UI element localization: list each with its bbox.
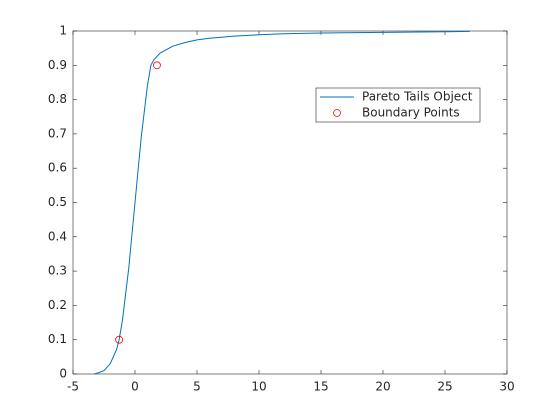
y-tick-label: 0.8	[48, 92, 67, 106]
y-tick-label: 0.6	[48, 161, 67, 175]
y-tick-label: 1	[59, 24, 67, 38]
x-tick-label: 10	[251, 380, 266, 394]
legend-swatch	[333, 109, 341, 117]
boundary-point	[153, 61, 161, 70]
legend-label: Pareto Tails Object	[362, 90, 473, 104]
x-tick-label: 25	[437, 380, 452, 394]
x-tick-label: 20	[375, 380, 390, 394]
y-tick-label: 0.3	[48, 264, 67, 278]
plot-area	[72, 30, 508, 375]
y-tick-label: 0.5	[48, 195, 67, 209]
y-tick-label: 0.9	[48, 58, 67, 72]
legend-box	[315, 87, 481, 123]
x-tick-label: -5	[67, 380, 79, 394]
legend-label: Boundary Points	[362, 106, 460, 120]
x-tick-label: 30	[499, 380, 514, 394]
boundary-point	[115, 335, 124, 344]
y-tick-label: 0.7	[48, 126, 67, 140]
y-tick-label: 0.1	[48, 332, 67, 346]
y-tick-label: 0	[59, 367, 67, 381]
y-tick-label: 0.2	[48, 298, 67, 312]
x-tick-label: 15	[313, 380, 328, 394]
legend: Pareto Tails Object Boundary Points	[315, 87, 481, 123]
x-tick-label: 5	[193, 380, 201, 394]
y-tick-label: 0.4	[48, 229, 67, 243]
cdf-line	[93, 30, 470, 375]
x-tick-label: 0	[131, 380, 139, 394]
